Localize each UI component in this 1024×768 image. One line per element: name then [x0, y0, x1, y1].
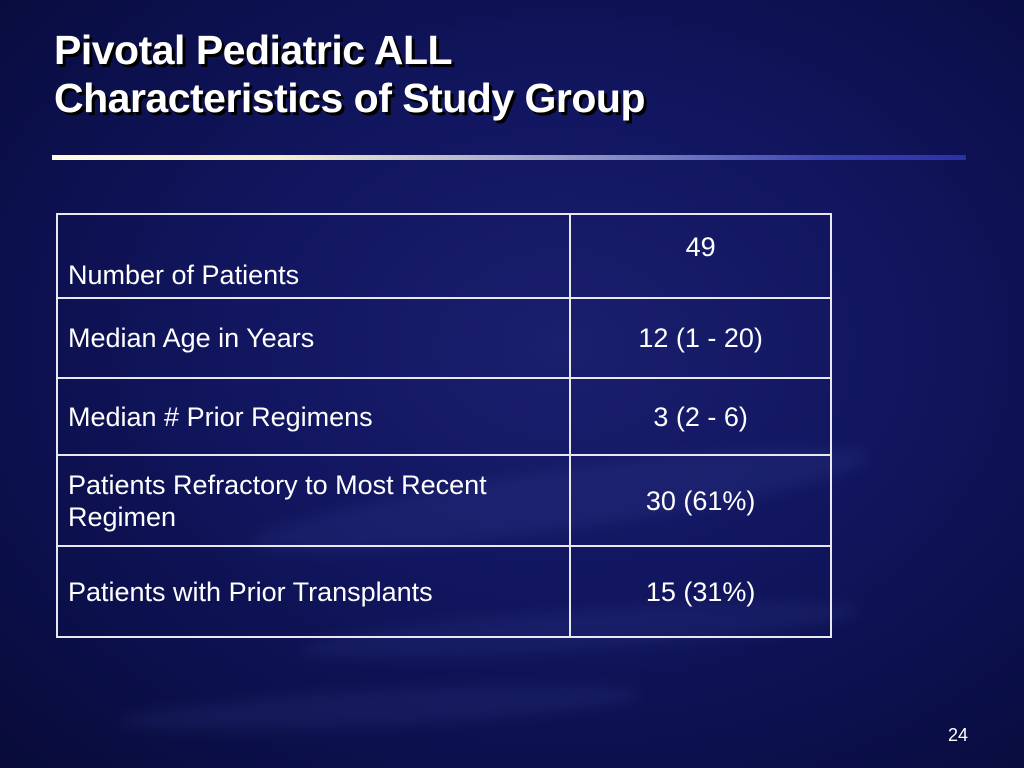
row-value: 15 (31%): [569, 545, 832, 638]
table-row: Patients with Prior Transplants 15 (31%): [55, 545, 832, 638]
page-number: 24: [947, 725, 968, 745]
table-row: Patients Refractory to Most Recent Regim…: [55, 454, 832, 547]
row-value: 12 (1 - 20): [569, 297, 832, 379]
row-label: Median # Prior Regimens: [55, 377, 572, 456]
row-label: Median Age in Years: [55, 297, 572, 379]
table-row: Median # Prior Regimens 3 (2 - 6): [55, 377, 832, 456]
study-group-table: Number of Patients 49 Median Age in Year…: [55, 213, 832, 638]
row-label: Patients Refractory to Most Recent Regim…: [55, 454, 572, 547]
row-label: Patients with Prior Transplants: [55, 545, 572, 638]
title-line-2: Characteristics of Study Group: [54, 75, 646, 121]
title-underline: [52, 155, 966, 160]
background-streak: [119, 676, 641, 740]
row-value: 30 (61%): [569, 454, 832, 547]
table-row: Median Age in Years 12 (1 - 20): [55, 297, 832, 379]
row-value: 49: [569, 213, 832, 299]
row-value: 3 (2 - 6): [569, 377, 832, 456]
table-row: Number of Patients 49: [55, 213, 832, 299]
row-label: Number of Patients: [55, 213, 572, 299]
title-line-1: Pivotal Pediatric ALL: [54, 27, 453, 73]
slide-title: Pivotal Pediatric ALL Characteristics of…: [54, 26, 954, 122]
